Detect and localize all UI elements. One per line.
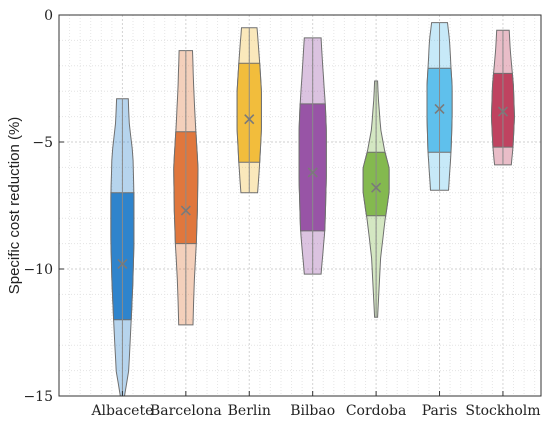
- mean-marker-stroke: [434, 103, 445, 115]
- y-tick-label: −15: [23, 389, 53, 405]
- mean-marker: [434, 103, 445, 115]
- y-tick-label: 0: [44, 8, 53, 24]
- x-tick-label: Stockholm: [465, 403, 540, 419]
- y-axis-ticks: 0 −5 −10 −15: [23, 8, 64, 405]
- mean-marker: [244, 114, 255, 125]
- violin-barcelona: [173, 50, 199, 326]
- y-axis-label: Specific cost reduction (%): [6, 117, 23, 295]
- mean-marker: [180, 205, 191, 216]
- mean-marker-stroke: [371, 182, 382, 193]
- x-tick-label: Albacete: [90, 403, 153, 419]
- x-tick-label: Berlin: [228, 403, 271, 419]
- violin-bilbao: [298, 37, 327, 275]
- mean-marker-stroke: [497, 106, 509, 117]
- x-tick-label: Barcelona: [150, 403, 222, 419]
- plot-frame: [58, 14, 542, 397]
- mean-marker: [117, 258, 128, 269]
- x-tick-label: Paris: [422, 403, 458, 419]
- violin-albacete: [110, 98, 135, 397]
- mean-marker-stroke: [117, 258, 128, 269]
- violins: [110, 22, 516, 397]
- violin-paris: [426, 22, 453, 191]
- x-tick-label: Bilbao: [290, 403, 335, 419]
- violin-cordoba: [362, 80, 390, 318]
- violin-stockholm: [490, 29, 516, 166]
- y-tick-label: −5: [32, 135, 53, 151]
- mean-marker-stroke: [307, 167, 318, 178]
- x-tick-label: Cordoba: [346, 403, 407, 419]
- mean-marker: [497, 106, 509, 117]
- mean-marker-stroke: [244, 114, 255, 125]
- mean-marker-stroke: [180, 205, 191, 216]
- mean-marker: [307, 167, 318, 178]
- mean-marker: [371, 182, 382, 193]
- y-tick-label: −10: [23, 262, 53, 278]
- violin-berlin: [236, 27, 262, 194]
